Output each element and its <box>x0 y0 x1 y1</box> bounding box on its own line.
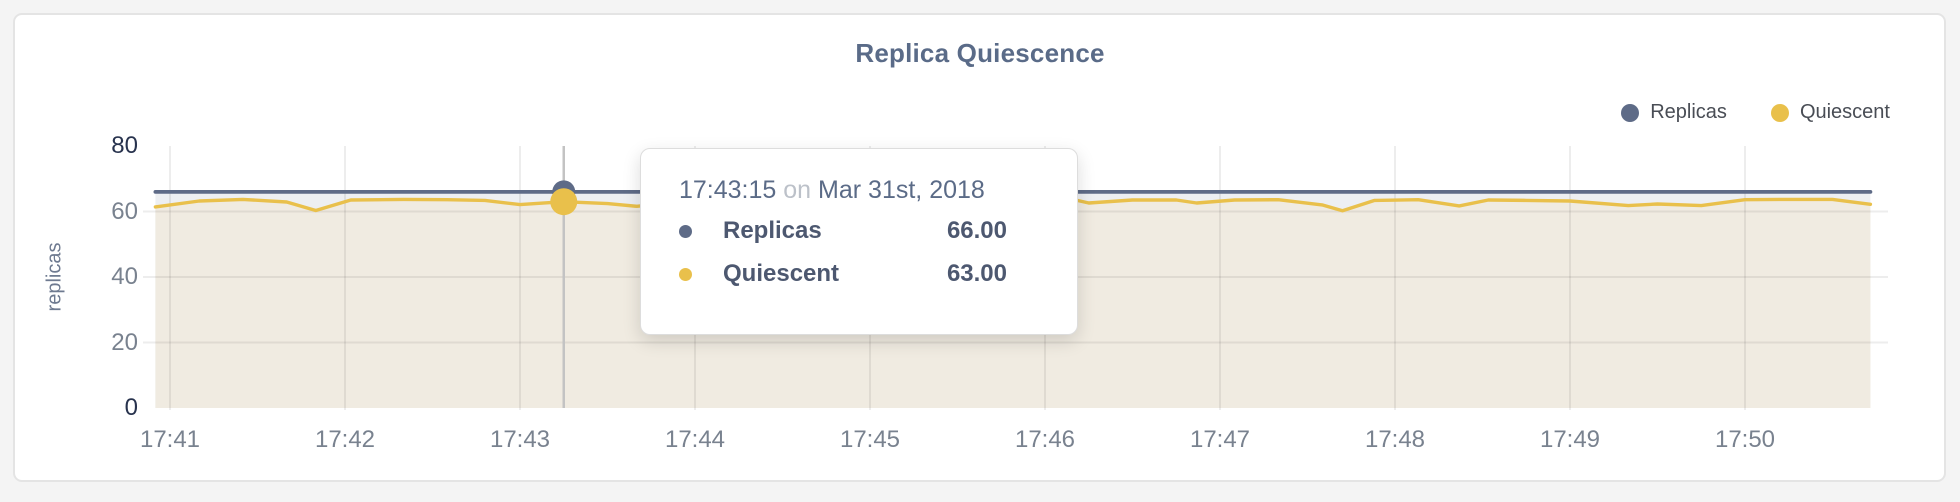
y-tick-label: 0 <box>124 394 138 421</box>
x-tick-label: 17:42 <box>314 426 376 453</box>
tooltip-row-value: 66.00 <box>946 217 1007 244</box>
quiescent-highlight-dot[interactable] <box>550 188 578 216</box>
legend-label-quiescent: Quiescent <box>1799 101 1890 123</box>
x-tick-label: 17:49 <box>1539 426 1601 453</box>
y-tick-label: 80 <box>111 132 138 159</box>
y-tick-label: 60 <box>111 197 138 225</box>
x-tick-label: 17:48 <box>1364 426 1426 453</box>
x-tick-label: 17:43 <box>489 426 551 453</box>
tooltip-row-label: Quiescent <box>723 260 840 287</box>
legend-item-replicas[interactable]: Replicas <box>1621 101 1727 124</box>
tooltip-row-replicas: Replicas 66.00 <box>679 213 1039 249</box>
quiescent-series-dot-icon <box>679 267 692 281</box>
tooltip-connector: on <box>783 176 812 204</box>
quiescent-series-dot-icon <box>1770 103 1789 122</box>
chart-tooltip: 17:43:15 on Mar 31st, 2018 Replicas 66.0… <box>640 148 1078 335</box>
y-tick-label: 40 <box>111 263 138 290</box>
chart-legend: Replicas Quiescent <box>1621 101 1890 124</box>
tooltip-row-value: 63.00 <box>946 260 1007 287</box>
replicas-series-dot-icon <box>679 224 692 238</box>
tooltip-row-label: Replicas <box>723 217 822 244</box>
tooltip-title: 17:43:15 on Mar 31st, 2018 <box>679 174 1039 206</box>
x-tick-label: 17:50 <box>1714 426 1776 453</box>
x-tick-label: 17:41 <box>139 426 201 453</box>
legend-label-replicas: Replicas <box>1650 101 1727 123</box>
y-tick-label: 20 <box>111 328 138 356</box>
x-tick-label: 17:44 <box>664 426 726 453</box>
x-tick-label: 17:45 <box>839 426 901 453</box>
tooltip-row-quiescent: Quiescent 63.00 <box>679 256 1039 292</box>
legend-item-quiescent[interactable]: Quiescent <box>1770 101 1890 124</box>
tooltip-time: 17:43:15 <box>679 176 777 204</box>
chart-title: Replica Quiescence <box>855 38 1105 68</box>
replicas-series-dot-icon <box>1621 103 1640 122</box>
tooltip-date: Mar 31st, 2018 <box>818 176 985 204</box>
x-tick-label: 17:47 <box>1189 426 1251 453</box>
x-tick-label: 17:46 <box>1014 426 1076 453</box>
